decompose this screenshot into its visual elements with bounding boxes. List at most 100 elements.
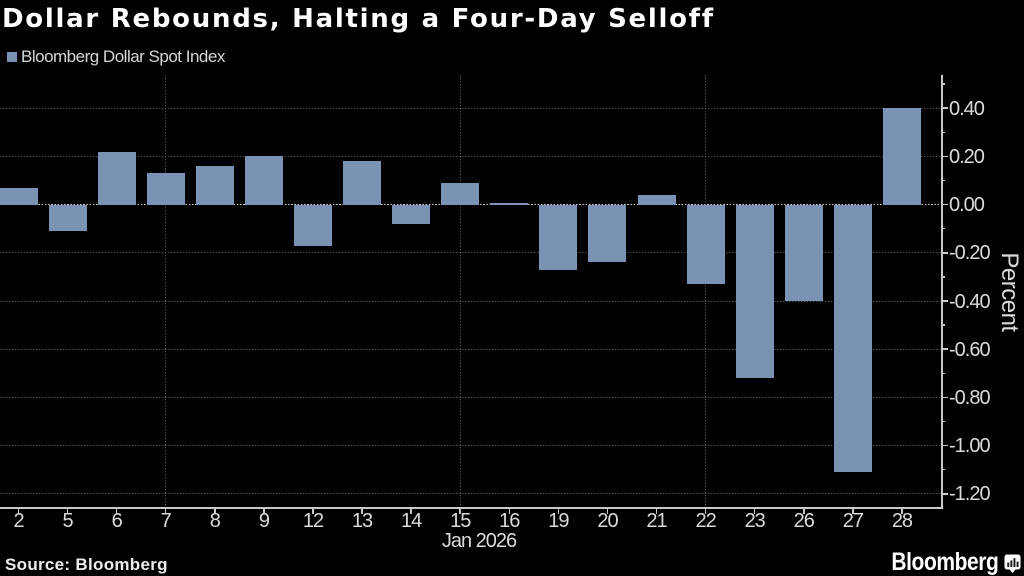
x-tick-2	[17, 509, 20, 514]
y-tick-label-0.20: 0.20	[949, 145, 985, 168]
bloomberg-bubble-bar-chart-icon	[1004, 554, 1021, 574]
bar-5	[48, 204, 87, 232]
x-tick-label-16: 16	[499, 510, 520, 532]
x-tick-label-12: 12	[302, 510, 324, 532]
y-tick-0.40	[941, 107, 948, 109]
gridline-y--0.6	[0, 348, 941, 350]
bar-15	[441, 182, 480, 205]
x-tick-label-26: 26	[793, 510, 815, 532]
y-tick-label--0.40: -0.40	[949, 290, 991, 313]
x-tick-15	[459, 509, 461, 514]
y-tick--0.20	[941, 252, 948, 254]
y-minor-tick--0.5	[941, 324, 945, 326]
x-tick-label-21: 21	[646, 510, 667, 532]
source-note: Source: Bloomberg	[5, 555, 168, 574]
y-minor-tick--0.9	[941, 420, 945, 423]
y-tick-0.20	[941, 155, 948, 158]
bar-14	[392, 204, 431, 224]
x-tick-label-7: 7	[160, 510, 172, 532]
x-tick-27	[852, 509, 854, 514]
y-minor-tick-0.1	[941, 179, 945, 182]
x-tick-7	[164, 509, 167, 514]
x-tick-20	[606, 509, 609, 514]
bar-6	[97, 151, 136, 205]
gridline-y-0.4	[0, 107, 941, 109]
brand-wordmark: Bloomberg	[890, 547, 998, 576]
gridline-x-22	[705, 75, 707, 507]
x-tick-12	[312, 509, 314, 514]
y-tick-label--1.20: -1.20	[949, 483, 991, 506]
plot-area	[0, 75, 941, 507]
y-minor-tick--1.1	[941, 468, 945, 471]
x-tick-label-13: 13	[351, 510, 373, 532]
gridline-y--0.2	[0, 252, 941, 254]
y-tick-label-0.00: 0.00	[949, 194, 985, 217]
y-tick--0.40	[941, 300, 948, 302]
y-tick--1.20	[941, 493, 948, 495]
x-tick-label-20: 20	[597, 510, 618, 532]
chart-title: Dollar Rebounds, Halting a Four-Day Sell…	[2, 4, 715, 34]
x-tick-5	[66, 509, 69, 514]
x-tick-6	[115, 509, 118, 514]
y-tick--1.00	[941, 444, 948, 447]
x-axis-title: Jan 2026	[441, 530, 517, 552]
y-tick-label-0.40: 0.40	[949, 97, 985, 120]
y-minor-tick-0.3	[941, 131, 945, 134]
y-tick-label--0.20: -0.20	[949, 242, 991, 265]
x-tick-21	[655, 509, 658, 514]
y-axis-title: Percent	[996, 251, 1023, 332]
gridline-y--1.2	[0, 493, 941, 495]
x-tick-16	[508, 509, 511, 514]
bar-26	[784, 204, 823, 301]
bar-12	[293, 204, 332, 246]
legend: Bloomberg Dollar Spot Index	[7, 47, 225, 66]
x-tick-label-5: 5	[62, 510, 74, 532]
bar-16	[490, 203, 529, 205]
bar-13	[343, 161, 382, 205]
y-tick-label--1.00: -1.00	[949, 435, 991, 458]
zero-line	[0, 204, 941, 206]
brand-logo: Bloomberg	[871, 547, 1021, 576]
gridline-x-7	[165, 75, 167, 507]
x-tick-28	[901, 509, 903, 514]
bar-20	[588, 204, 627, 263]
x-tick-26	[803, 509, 805, 514]
y-minor-tick-0.5	[941, 83, 945, 85]
bar-21	[637, 194, 676, 205]
y-minor-tick--0.3	[941, 276, 945, 278]
bar-9	[244, 156, 283, 205]
gridline-y--0.8	[0, 396, 941, 398]
gridline-y--0.4	[0, 300, 941, 302]
bar-23	[735, 204, 774, 379]
bar-28	[882, 108, 921, 205]
gridline-y-0.2	[0, 155, 941, 157]
x-axis-line	[0, 507, 942, 509]
x-tick-label-9: 9	[258, 510, 270, 532]
x-tick-label-27: 27	[842, 510, 864, 532]
bar-22	[686, 204, 725, 285]
x-tick-label-23: 23	[744, 510, 766, 532]
bar-8	[195, 166, 234, 205]
y-tick--0.60	[941, 348, 948, 350]
bar-27	[833, 204, 872, 473]
x-tick-14	[410, 509, 412, 514]
gridline-x-15	[459, 75, 461, 507]
y-tick--0.80	[941, 396, 948, 399]
x-tick-label-15: 15	[450, 510, 471, 532]
x-tick-9	[263, 509, 265, 514]
x-tick-label-28: 28	[891, 510, 913, 532]
x-tick-8	[214, 509, 216, 514]
y-tick-label--0.60: -0.60	[949, 338, 991, 361]
x-tick-label-6: 6	[111, 510, 123, 532]
x-tick-22	[704, 509, 707, 514]
legend-label: Bloomberg Dollar Spot Index	[21, 47, 225, 66]
y-axis-line	[941, 75, 943, 509]
y-minor-tick--0.7	[941, 372, 945, 375]
y-tick-label--0.80: -0.80	[949, 386, 991, 409]
x-tick-23	[753, 509, 756, 514]
y-tick-0.00	[941, 203, 948, 206]
x-tick-label-8: 8	[209, 510, 221, 532]
x-tick-label-22: 22	[695, 510, 716, 532]
x-tick-13	[361, 509, 363, 514]
